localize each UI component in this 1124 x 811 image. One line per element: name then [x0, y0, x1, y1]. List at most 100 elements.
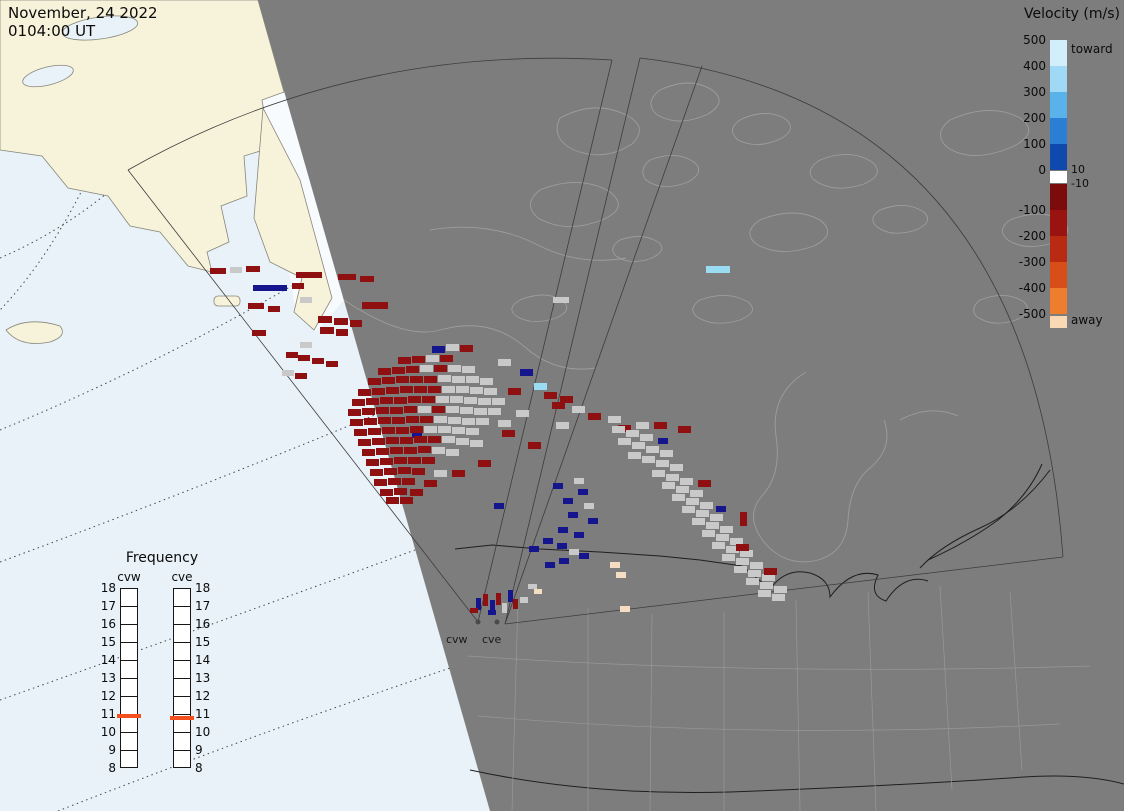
radar-cell	[392, 367, 405, 374]
radar-cell	[579, 553, 589, 559]
date-text: November, 24 2022	[8, 4, 158, 22]
radar-cell	[612, 426, 625, 433]
radar-cell	[698, 480, 711, 487]
radar-cell	[422, 396, 435, 403]
radar-cell	[452, 470, 465, 477]
radar-cell	[466, 428, 479, 435]
radar-cell	[292, 283, 304, 289]
radar-cell	[569, 549, 579, 555]
radar-cell	[422, 457, 435, 464]
radar-cell	[362, 408, 375, 415]
radar-cell	[382, 377, 395, 384]
timestamp: November, 24 2022 0104:00 UT	[8, 4, 158, 40]
radar-cell	[384, 468, 397, 475]
radar-cell	[432, 406, 445, 413]
radar-cell	[320, 327, 334, 334]
radar-cell	[358, 439, 371, 446]
radar-cell	[434, 365, 447, 372]
radar-cell	[432, 346, 445, 353]
radar-cell	[736, 544, 749, 551]
radar-cell	[508, 590, 513, 602]
radar-cell	[740, 512, 747, 526]
radar-cell	[412, 356, 425, 363]
radar-cell	[408, 457, 421, 464]
radar-cell	[446, 344, 459, 351]
radar-cell	[378, 368, 391, 375]
radar-cell	[660, 450, 673, 457]
radar-cell	[484, 388, 497, 395]
radar-cell	[400, 386, 413, 393]
radar-cell	[392, 417, 405, 424]
radar-cell	[720, 526, 733, 533]
radar-cell	[420, 416, 433, 423]
radar-cell	[410, 376, 423, 383]
radar-cell	[386, 387, 399, 394]
radar-cell	[253, 285, 287, 291]
radar-cell	[456, 438, 469, 445]
radar-cell	[386, 437, 399, 444]
radar-cell	[558, 527, 568, 533]
radar-cell	[520, 369, 533, 376]
radar-cell	[362, 449, 375, 456]
radar-cell	[246, 266, 260, 272]
radar-cell	[350, 320, 362, 327]
radar-cell	[466, 376, 479, 383]
radar-cell	[730, 538, 743, 545]
radar-cell	[418, 406, 431, 413]
frequency-legend-title: Frequency	[125, 550, 199, 566]
radar-cell	[368, 428, 381, 435]
radar-cell	[508, 388, 521, 395]
radar-cell	[568, 512, 578, 518]
radar-cell	[478, 398, 491, 405]
radar-cell	[584, 503, 594, 509]
radar-cell	[534, 589, 542, 594]
radar-cell	[460, 345, 473, 352]
radar-cell	[483, 594, 488, 606]
radar-cell	[462, 366, 475, 373]
radar-cell	[563, 498, 573, 504]
radar-cell	[282, 370, 294, 376]
radar-cell	[476, 418, 489, 425]
radar-cell	[374, 479, 387, 486]
radar-cell	[388, 478, 401, 485]
radar-cell	[268, 306, 280, 312]
radar-cell	[628, 452, 641, 459]
radar-cell	[406, 366, 419, 373]
radar-cell	[426, 355, 439, 362]
radar-site-label-cve: cve	[482, 633, 502, 646]
radar-cell	[706, 522, 719, 529]
radar-cell	[368, 378, 381, 385]
radar-cell	[682, 506, 695, 513]
radar-cell	[442, 436, 455, 443]
state-lines	[467, 585, 1091, 811]
radar-cell	[480, 378, 493, 385]
radar-cell	[446, 449, 459, 456]
radar-cell	[710, 514, 723, 521]
radar-cell	[750, 562, 763, 569]
radar-cell	[334, 318, 348, 325]
radar-cell	[398, 357, 411, 364]
radar-cell	[702, 530, 715, 537]
radar-cell	[318, 316, 332, 323]
zero-lower-label: -10	[1071, 177, 1089, 190]
radar-cell	[424, 376, 437, 383]
radar-cell	[390, 447, 403, 454]
radar-cell	[528, 584, 537, 589]
radar-cell	[386, 497, 399, 504]
radar-cell	[412, 468, 425, 475]
radar-cell	[726, 546, 739, 553]
radar-cell	[478, 460, 491, 467]
radar-cell	[722, 554, 735, 561]
zero-upper-label: 10	[1071, 163, 1085, 176]
radar-cell	[470, 387, 483, 394]
radar-cell	[488, 408, 501, 415]
radar-cell	[312, 358, 324, 364]
radar-cell	[390, 407, 403, 414]
radar-cell	[352, 399, 365, 406]
radar-cell	[588, 518, 598, 524]
radar-cell	[394, 397, 407, 404]
radar-cell	[476, 598, 481, 610]
radar-cell	[404, 406, 417, 413]
radar-cell	[432, 447, 445, 454]
radar-cell	[513, 599, 518, 609]
